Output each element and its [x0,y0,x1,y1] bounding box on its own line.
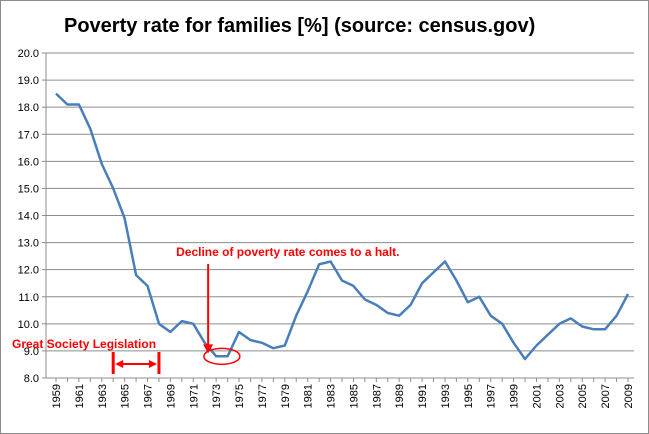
chart-title: Poverty rate for families [%] (source: c… [64,15,535,37]
x-tick-label: 2001 [531,384,543,408]
x-tick-label: 1985 [348,384,360,408]
y-tick-label: 17.0 [18,129,39,141]
great-society-arrowhead-left [115,360,124,368]
y-tick-labels: 8.0 9.0 10.0 11.0 12.0 13.0 14.0 15.0 16.0 17.0 18… [18,48,39,385]
x-tick-label: 1969 [165,384,177,408]
x-tick-label: 1983 [326,384,338,408]
x-tick-label: 1997 [486,384,498,408]
y-tick-label: 15.0 [18,183,39,195]
series-line-0 [55,92,630,361]
x-tick-label: 2007 [600,384,612,408]
x-tick-labels: 1959 1961 1963 1965 1967 1969 1971 1973 1975 1977… [51,384,635,408]
y-tick-label: 12.0 [18,265,39,277]
y-tick-label: 16.0 [18,156,39,168]
y-tick-label: 14.0 [18,211,39,223]
x-tick-label: 1979 [280,384,292,408]
y-tick-label: 9.0 [24,346,39,358]
x-tick-label: 1959 [51,384,63,408]
series-lines [55,92,630,361]
halt-arrowhead [203,344,214,354]
x-tick-label: 1991 [417,384,429,408]
y-tick-label: 20.0 [18,48,39,60]
x-tick-label: 1993 [440,384,452,408]
halt-ellipse [203,347,241,366]
great-society-label: Great Society Legislation [12,337,156,351]
x-tick-label: 1971 [188,384,200,408]
y-tick-label: 8.0 [24,373,39,385]
great-society-arrowhead-right [148,360,157,368]
x-tick-label: 1977 [257,384,269,408]
y-tick-label: 10.0 [18,319,39,331]
x-tick-label: 1965 [120,384,132,408]
axes [42,52,634,382]
x-tick-label: 1999 [509,384,521,408]
y-tick-label: 13.0 [18,238,39,250]
x-tick-label: 2009 [623,384,635,408]
x-tick-label: 1973 [211,384,223,408]
grid-lines [46,52,634,379]
x-tick-label: 1989 [394,384,406,408]
x-tick-label: 2003 [554,384,566,408]
x-tick-label: 1961 [74,384,86,408]
x-tick-label: 1967 [143,384,155,408]
y-tick-label: 19.0 [18,75,39,87]
halt-annotation-text: Decline of poverty rate comes to a halt. [176,245,399,259]
x-tick-label: 1981 [303,384,315,408]
x-tick-label: 1987 [371,384,383,408]
y-tick-label: 11.0 [18,292,39,304]
x-tick-label: 2005 [577,384,589,408]
x-tick-label: 1975 [234,384,246,408]
annotations: Decline of poverty rate comes to a halt.… [12,245,400,374]
x-tick-label: 1963 [97,384,109,408]
x-tick-label: 1995 [463,384,475,408]
y-tick-label: 18.0 [18,102,39,114]
